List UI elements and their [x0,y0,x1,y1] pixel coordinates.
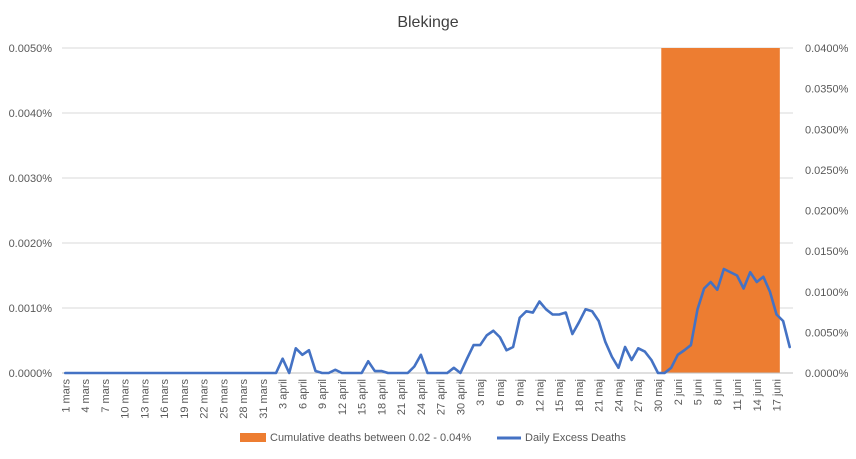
x-tick-label: 6 april [297,379,309,409]
x-axis-tick-labels: 1 mars 4 mars 7 mars 10 mars 13 mars 16 mars 1… [60,379,783,419]
right-tick-label: 0.0100% [805,287,849,299]
x-tick-label: 9 maj [515,379,527,406]
x-tick-label: 25 mars [218,379,230,419]
x-tick-label: 30 april [455,379,467,415]
left-tick-label: 0.0010% [9,303,53,315]
x-tick-label: 7 mars [100,379,112,413]
right-tick-label: 0.0050% [805,327,849,339]
x-tick-label: 12 april [337,379,349,415]
x-tick-label: 27 april [436,379,448,415]
x-tick-label: 8 juni [712,379,724,405]
x-tick-label: 15 maj [554,379,566,412]
x-tick-label: 13 mars [139,379,151,419]
x-tick-label: 17 juni [772,379,784,411]
left-tick-label: 0.0040% [9,108,53,120]
line-series-layer [63,267,792,375]
left-tick-label: 0.0000% [9,368,53,380]
legend-label-line: Daily Excess Deaths [525,432,626,444]
x-tick-label: 12 maj [534,379,546,412]
x-tick-label: 21 maj [594,379,606,412]
x-tick-label: 24 maj [613,379,625,412]
legend-swatch-band [240,433,266,442]
legend: Cumulative deaths between 0.02 - 0.04% D… [240,432,626,444]
x-tick-label: 15 april [357,379,369,415]
right-tick-label: 0.0350% [805,84,849,96]
x-tick-label: 18 april [376,379,388,415]
x-tick-label: 31 mars [258,379,270,419]
left-axis-tick-labels: 0.0000% 0.0010% 0.0020% 0.0030% 0.0040% 0.005… [9,43,53,380]
x-tick-label: 14 juni [752,379,764,411]
x-tick-label: 22 mars [199,379,211,419]
x-tick-label: 6 maj [495,379,507,406]
x-tick-label: 16 mars [159,379,171,419]
x-tick-label: 19 mars [179,379,191,419]
x-tick-label: 3 april [278,379,290,409]
x-tick-label: 30 maj [653,379,665,412]
right-tick-label: 0.0200% [805,206,849,218]
x-tick-label: 5 juni [693,379,705,405]
right-tick-label: 0.0000% [805,368,849,380]
x-tick-label: 10 mars [120,379,132,419]
x-tick-label: 24 april [416,379,428,415]
x-tick-label: 1 mars [60,379,72,413]
x-tick-label: 18 maj [574,379,586,412]
left-tick-label: 0.0050% [9,43,53,55]
x-tick-label: 2 juni [673,379,685,405]
x-tick-label: 28 mars [238,379,250,419]
left-tick-label: 0.0020% [9,238,53,250]
left-tick-label: 0.0030% [9,173,53,185]
x-tick-label: 11 juni [732,379,744,411]
right-tick-label: 0.0250% [805,165,849,177]
x-tick-label: 27 maj [633,379,645,412]
legend-label-band: Cumulative deaths between 0.02 - 0.04% [270,432,471,444]
right-axis-tick-labels: 0.0000% 0.0050% 0.0100% 0.0150% 0.0200% 0.025… [805,43,849,380]
band-bar [661,48,780,373]
x-tick-label: 9 april [317,379,329,409]
chart-title: Blekinge [397,14,458,31]
right-tick-label: 0.0150% [805,246,849,258]
x-tick-label: 21 april [396,379,408,415]
right-tick-label: 0.0300% [805,124,849,136]
x-tick-label: 4 mars [80,379,92,413]
orange-band-layer [661,48,780,373]
right-tick-label: 0.0400% [805,43,849,55]
x-tick-label: 3 maj [475,379,487,406]
